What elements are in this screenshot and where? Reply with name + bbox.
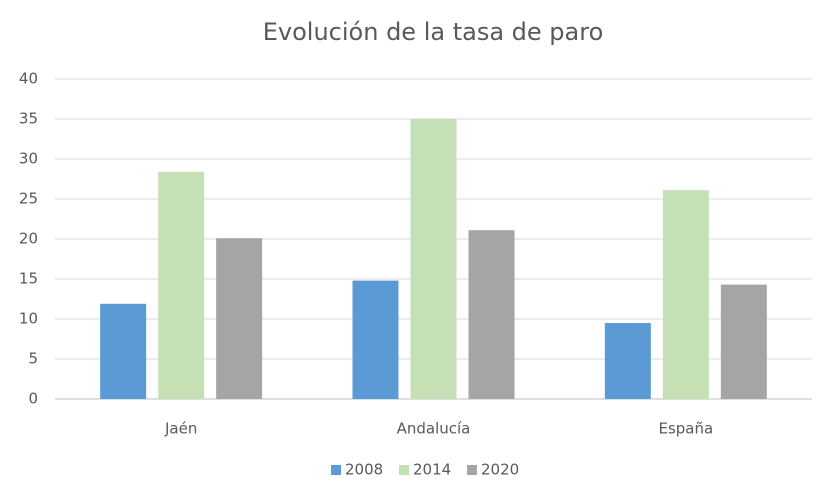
legend-swatch <box>467 465 477 475</box>
y-tick-label: 15 <box>19 270 38 288</box>
x-tick-label: Jaén <box>164 420 197 438</box>
bar <box>662 190 709 399</box>
y-tick-label: 10 <box>19 310 38 328</box>
x-tick-label: España <box>658 420 713 438</box>
bar <box>216 238 263 399</box>
bar <box>410 119 457 399</box>
y-tick-label: 40 <box>19 70 38 88</box>
legend-label: 2014 <box>413 461 451 479</box>
legend-label: 2020 <box>481 461 519 479</box>
bar <box>720 284 767 399</box>
chart-title: Evolución de la tasa de paro <box>263 18 604 46</box>
y-tick-label: 35 <box>19 110 38 128</box>
legend-swatch <box>399 465 409 475</box>
bar <box>100 303 147 399</box>
bar <box>604 323 651 399</box>
x-tick-label: Andalucía <box>397 420 471 438</box>
bar <box>158 171 205 399</box>
bar <box>468 230 515 399</box>
legend-label: 2008 <box>345 461 383 479</box>
y-tick-label: 25 <box>19 190 38 208</box>
y-tick-label: 20 <box>19 230 38 248</box>
legend-swatch <box>331 465 341 475</box>
y-tick-label: 30 <box>19 150 38 168</box>
y-tick-label: 0 <box>28 390 38 408</box>
y-tick-label: 5 <box>28 350 38 368</box>
bar <box>352 280 399 399</box>
